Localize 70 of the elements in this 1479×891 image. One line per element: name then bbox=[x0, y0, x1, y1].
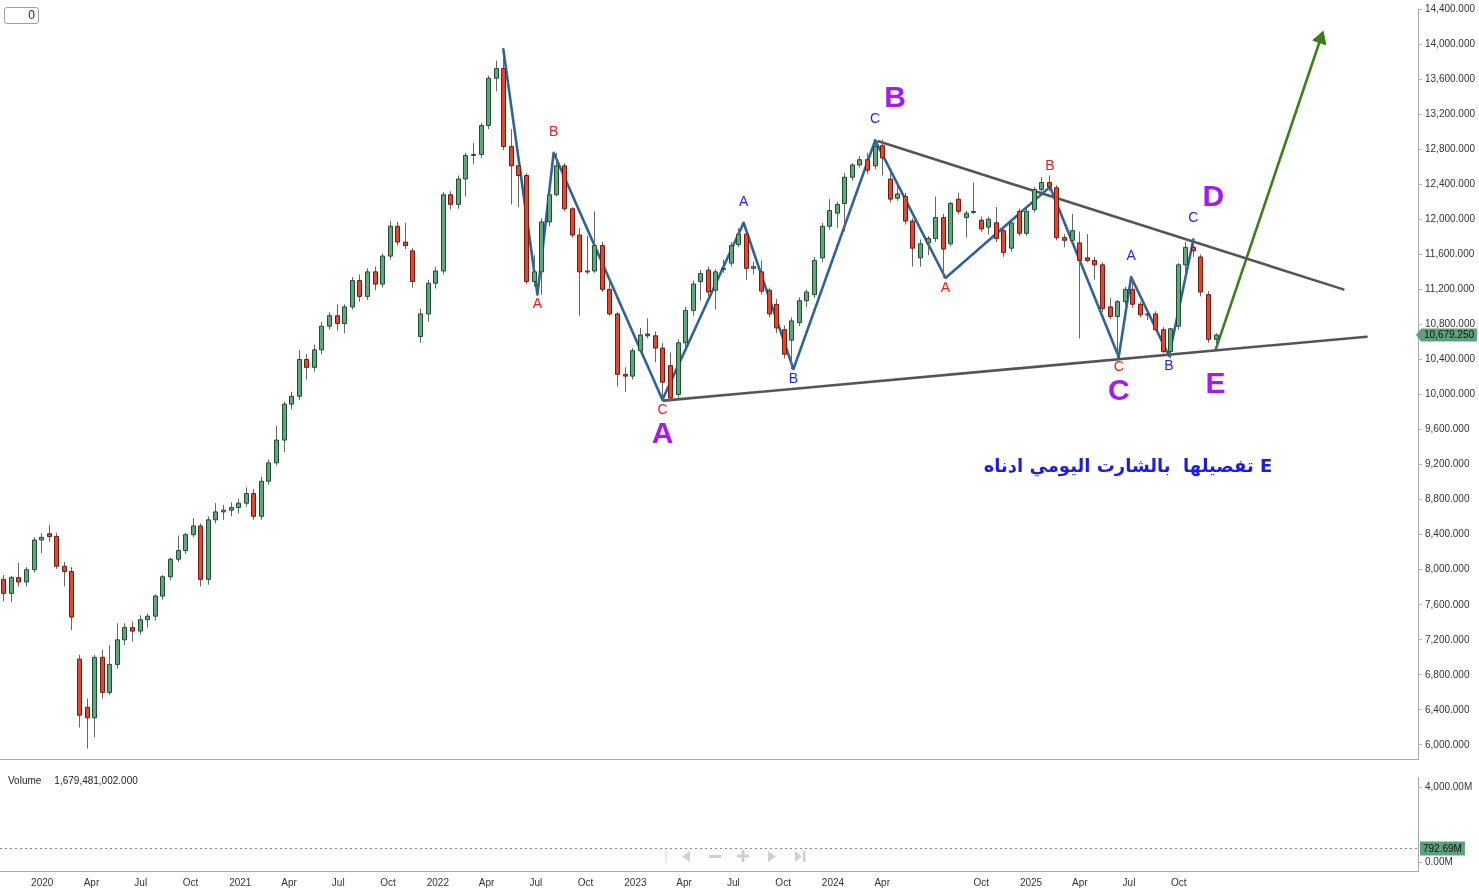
x-tick-label: 2023 bbox=[624, 876, 647, 888]
x-tick-label: Jul bbox=[134, 876, 148, 888]
y-tick-label: 12,800.000 bbox=[1425, 142, 1476, 154]
x-tick-label: 2020 bbox=[31, 876, 54, 888]
x-tick-label: 2022 bbox=[426, 876, 450, 888]
data-label: B bbox=[788, 369, 799, 386]
y-tick-label: 7,200.000 bbox=[1425, 633, 1470, 645]
data-label: B bbox=[1045, 156, 1055, 173]
y-tick-label: 11,200.000 bbox=[1425, 283, 1475, 295]
annotation: E bbox=[1205, 366, 1226, 400]
y-tick-label: 8,000.000 bbox=[1425, 563, 1470, 575]
x-tick-label: Apr bbox=[874, 876, 891, 888]
x-tick-label: Apr bbox=[478, 876, 496, 888]
ref-line-label: 792.69M bbox=[1423, 842, 1462, 854]
x-tick-label: Apr bbox=[281, 876, 298, 888]
y-tick-label: 8,400.000 bbox=[1425, 528, 1470, 540]
data-label: C bbox=[657, 400, 668, 417]
x-tick-label: Oct bbox=[973, 876, 990, 888]
annotation: D bbox=[1202, 178, 1225, 212]
data-label: A bbox=[738, 192, 749, 209]
y-tick-label: 9,200.000 bbox=[1425, 458, 1470, 470]
x-tick-label: 2024 bbox=[821, 876, 845, 888]
annotation: B bbox=[884, 79, 906, 113]
y-tick-label: 14,400.000 bbox=[1425, 2, 1476, 14]
y-tick-label: 13,600.000 bbox=[1425, 72, 1476, 84]
y-tick-label: 13,200.000 bbox=[1425, 107, 1476, 119]
y-tick-label: 10,000.000 bbox=[1425, 388, 1476, 400]
data-label: B bbox=[1164, 356, 1174, 373]
x-tick-label: Apr bbox=[676, 876, 693, 888]
x-tick-label: Jul bbox=[1122, 876, 1136, 888]
x-tick-label: Apr bbox=[83, 876, 100, 888]
y-tick-label: 9,600.000 bbox=[1425, 423, 1470, 435]
y-tick-label: 6,800.000 bbox=[1425, 668, 1470, 680]
x-tick-label: Jul bbox=[331, 876, 345, 888]
x-tick-label: Apr bbox=[1071, 876, 1089, 888]
data-label: A bbox=[940, 278, 951, 295]
y-tick-label: 10,400.000 bbox=[1425, 353, 1476, 365]
x-tick-label: 2025 bbox=[1019, 876, 1043, 888]
data-label: A bbox=[532, 295, 543, 312]
y-tick-label: 4,000.00M bbox=[1425, 781, 1473, 793]
x-tick-label: Oct bbox=[380, 876, 397, 888]
data-label: C bbox=[1188, 209, 1199, 226]
y-tick-label: 6,400.000 bbox=[1425, 703, 1470, 715]
x-tick-label: Oct bbox=[577, 876, 594, 888]
text: 10,679.250 bbox=[1424, 329, 1475, 341]
data-label: C bbox=[1113, 357, 1124, 374]
annotation: A bbox=[651, 416, 674, 450]
annotation: C bbox=[1107, 373, 1130, 407]
x-tick-label: Oct bbox=[775, 876, 792, 888]
x-tick-label: Jul bbox=[726, 876, 740, 888]
annotation: E تفصيلها بالشارت اليومي ادناه bbox=[983, 454, 1273, 477]
x-tick-label: Oct bbox=[1171, 876, 1187, 888]
annotation: 1,679,481,002.000 bbox=[54, 774, 139, 786]
data-label: C bbox=[870, 110, 881, 127]
y-tick-label: 12,400.000 bbox=[1425, 177, 1476, 189]
number-field: 0 bbox=[4, 7, 39, 24]
y-tick-label: 6,000.000 bbox=[1425, 738, 1470, 750]
data-label: B bbox=[549, 122, 559, 139]
y-tick-label: 14,000.000 bbox=[1425, 37, 1476, 49]
x-tick-label: 2021 bbox=[229, 876, 252, 888]
y-tick-label: 10,800.000 bbox=[1425, 318, 1476, 330]
y-tick-label: 8,800.000 bbox=[1425, 493, 1470, 505]
data-label: A bbox=[1126, 246, 1137, 263]
x-tick-label: Jul bbox=[529, 876, 543, 888]
y-tick-label: 11,600.000 bbox=[1425, 248, 1475, 260]
y-tick-label: 12,000.000 bbox=[1425, 213, 1476, 225]
y-tick-label: 7,600.000 bbox=[1425, 598, 1470, 610]
chart-title: Volume bbox=[8, 774, 42, 786]
x-tick-label: Oct bbox=[182, 876, 199, 888]
y-tick-label: 0.00M bbox=[1425, 856, 1453, 868]
